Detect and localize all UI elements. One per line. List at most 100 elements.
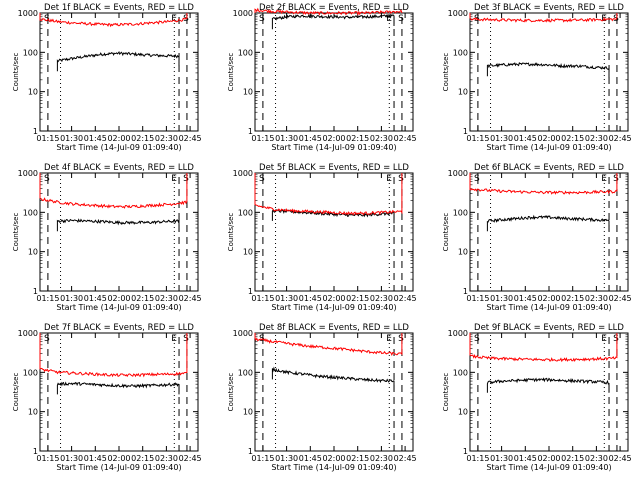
chart-title: Det 2f BLACK = Events, RED = LLD: [259, 3, 409, 13]
y-axis-label: Counts/sec: [227, 373, 235, 412]
y-axis-label: Counts/sec: [227, 213, 235, 252]
y-tick-label: 100: [23, 48, 38, 57]
y-tick-label: 100: [238, 208, 253, 217]
s-marker-label: S: [613, 334, 619, 344]
x-tick-label: 02:45: [394, 134, 417, 143]
y-tick-label: 1: [248, 447, 253, 456]
x-tick-label: 01:45: [84, 454, 107, 463]
x-axis-label: Start Time (14-Jul-09 01:09:40): [271, 463, 396, 472]
y-axis-label: Counts/sec: [12, 373, 20, 412]
y-tick-label: 100: [238, 368, 253, 377]
x-tick-label: 01:45: [514, 294, 537, 303]
panel-2: Det 2f BLACK = Events, RED = LLD 1 10 100 10…: [227, 3, 417, 152]
x-tick-label: 02:45: [394, 454, 417, 463]
y-axis-label: Counts/sec: [442, 213, 450, 252]
events-series-line: [271, 13, 395, 30]
y-axis-label: Counts/sec: [227, 53, 235, 92]
panel-7: Det 7f BLACK = Events, RED = LLD 1 10 100 10…: [12, 323, 202, 472]
y-tick-label: 1000: [233, 169, 253, 178]
events-series-line: [56, 51, 180, 72]
events-series-line: [56, 381, 180, 395]
x-tick-label: 01:15: [466, 454, 489, 463]
x-tick-label: 02:00: [107, 454, 130, 463]
s-marker-label: S: [398, 334, 404, 344]
x-tick-label: 01:15: [36, 454, 59, 463]
x-tick-label: 02:00: [107, 294, 130, 303]
panel-3: Det 3f BLACK = Events, RED = LLD 1 10 100 10…: [442, 3, 632, 152]
x-tick-label: 01:30: [60, 134, 83, 143]
s-marker-label: S: [44, 334, 50, 344]
x-tick-label: 01:45: [84, 294, 107, 303]
y-tick-label: 10: [458, 248, 468, 257]
x-tick-label: 02:30: [585, 134, 608, 143]
y-axis-label: Counts/sec: [12, 53, 20, 92]
y-tick-label: 10: [243, 88, 253, 97]
x-tick-label: 02:15: [561, 134, 584, 143]
x-tick-label: 02:00: [322, 294, 345, 303]
y-tick-label: 10: [28, 408, 38, 417]
y-tick-label: 1: [248, 127, 253, 136]
y-axis-label: Counts/sec: [442, 373, 450, 412]
x-tick-label: 01:45: [84, 134, 107, 143]
x-tick-label: 01:30: [275, 294, 298, 303]
s-marker-label: S: [183, 174, 189, 184]
x-tick-label: 02:30: [155, 134, 178, 143]
y-tick-label: 100: [23, 208, 38, 217]
x-axis-label: Start Time (14-Jul-09 01:09:40): [56, 303, 181, 312]
x-axis-label: Start Time (14-Jul-09 01:09:40): [56, 463, 181, 472]
y-tick-label: 10: [458, 88, 468, 97]
s-marker-label: S: [474, 334, 480, 344]
y-tick-label: 10: [243, 408, 253, 417]
y-tick-label: 10: [28, 88, 38, 97]
s-marker-label: S: [183, 334, 189, 344]
x-tick-label: 02:30: [155, 454, 178, 463]
x-tick-label: 01:45: [299, 294, 322, 303]
x-tick-label: 02:30: [585, 294, 608, 303]
y-tick-label: 100: [238, 48, 253, 57]
y-tick-label: 1000: [233, 9, 253, 18]
y-tick-label: 100: [453, 208, 468, 217]
y-tick-label: 100: [453, 368, 468, 377]
y-tick-label: 1000: [448, 169, 468, 178]
x-tick-label: 01:30: [60, 454, 83, 463]
x-tick-label: 02:45: [179, 134, 202, 143]
x-tick-label: 02:15: [131, 454, 154, 463]
y-tick-label: 1: [463, 127, 468, 136]
s-marker-label: S: [44, 14, 50, 24]
events-series-line: [486, 214, 610, 232]
y-tick-label: 1000: [18, 329, 38, 338]
x-tick-label: 02:45: [609, 454, 632, 463]
x-tick-label: 01:30: [275, 454, 298, 463]
x-tick-label: 01:30: [490, 134, 513, 143]
x-tick-label: 01:15: [251, 134, 274, 143]
y-tick-label: 1: [248, 287, 253, 296]
panel-5: Det 5f BLACK = Events, RED = LLD 1 10 100 10…: [227, 163, 417, 312]
x-tick-label: 02:15: [561, 294, 584, 303]
events-series-line: [486, 61, 610, 79]
events-series-line: [486, 377, 610, 393]
x-tick-label: 01:15: [466, 134, 489, 143]
x-tick-label: 02:30: [370, 454, 393, 463]
x-tick-label: 02:15: [346, 294, 369, 303]
x-tick-label: 02:00: [537, 134, 560, 143]
panel-8: Det 8f BLACK = Events, RED = LLD 1 10 100 10…: [227, 323, 417, 472]
x-axis-label: Start Time (14-Jul-09 01:09:40): [56, 143, 181, 152]
x-tick-label: 01:45: [514, 134, 537, 143]
x-axis-label: Start Time (14-Jul-09 01:09:40): [271, 143, 396, 152]
panel-6: Det 6f BLACK = Events, RED = LLD 1 10 100 10…: [442, 163, 632, 312]
y-tick-label: 1: [463, 287, 468, 296]
x-axis-label: Start Time (14-Jul-09 01:09:40): [486, 303, 611, 312]
y-tick-label: 10: [28, 248, 38, 257]
x-tick-label: 02:45: [609, 294, 632, 303]
x-tick-label: 02:45: [179, 454, 202, 463]
x-axis-label: Start Time (14-Jul-09 01:09:40): [486, 143, 611, 152]
chart-title: Det 1f BLACK = Events, RED = LLD: [44, 3, 194, 13]
x-tick-label: 01:45: [514, 454, 537, 463]
x-tick-label: 01:15: [251, 294, 274, 303]
x-tick-label: 01:15: [251, 454, 274, 463]
x-tick-label: 01:45: [299, 134, 322, 143]
s-marker-label: S: [613, 174, 619, 184]
lld-series-line: [254, 7, 403, 16]
y-tick-label: 100: [453, 48, 468, 57]
